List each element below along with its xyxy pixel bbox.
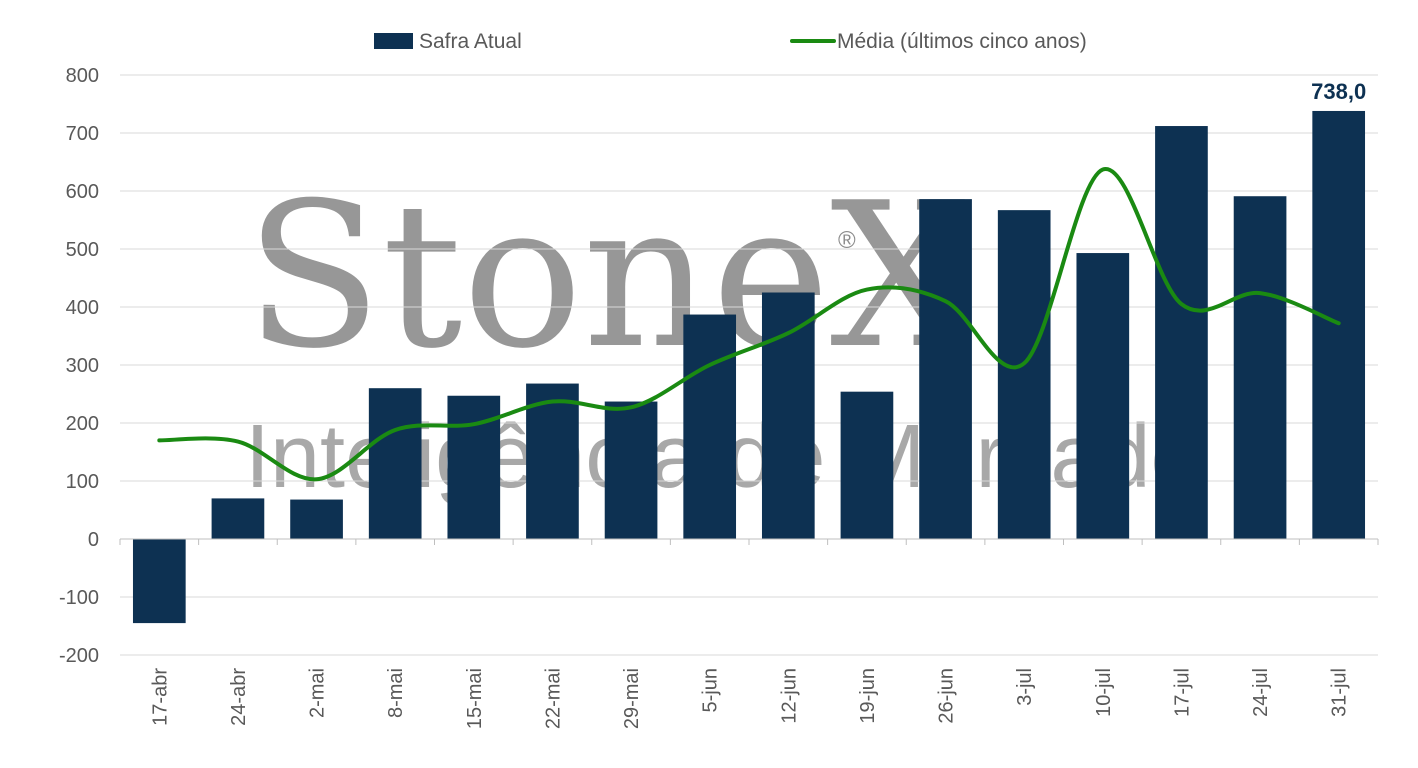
x-tick-label: 29-mai — [621, 668, 643, 729]
bar — [840, 391, 894, 539]
legend: Safra Atual Média (últimos cinco anos) — [374, 30, 1087, 53]
x-axis-tickmarks — [119, 539, 1379, 545]
bar — [526, 383, 579, 539]
bar — [761, 292, 815, 539]
x-tick-label: 22-mai — [542, 668, 564, 729]
x-axis-ticks: 17-abr 24-abr 2-mai 8-mai 15-mai 22-mai 29-mai… — [149, 668, 1350, 729]
y-tick-label: -100 — [59, 587, 99, 609]
y-tick-label: 500 — [66, 239, 99, 261]
x-tick-label: 10-jul — [1093, 668, 1115, 717]
bar — [1076, 253, 1130, 539]
x-tick-label: 24-jul — [1250, 668, 1272, 717]
bar — [997, 210, 1051, 539]
bar — [919, 199, 972, 539]
x-tick-label: 2-mai — [307, 668, 329, 718]
bar-series — [132, 110, 1366, 624]
watermark-registered: ® — [838, 227, 856, 254]
bar — [604, 401, 658, 539]
legend-label-bar: Safra Atual — [419, 30, 522, 53]
y-tick-label: 400 — [66, 297, 99, 319]
y-tick-label: 0 — [88, 529, 99, 551]
x-tick-label: 3-jul — [1014, 668, 1036, 706]
x-tick-label: 17-abr — [149, 668, 171, 726]
data-label: 738,0 — [1311, 79, 1366, 104]
watermark-brand: StoneX — [245, 160, 972, 393]
y-tick-label: 800 — [66, 65, 99, 87]
x-tick-label: 5-jun — [700, 668, 722, 712]
y-tick-label: 200 — [66, 413, 99, 435]
y-tick-label: 700 — [66, 123, 99, 145]
bar — [368, 388, 422, 539]
x-tick-label: 26-jun — [936, 668, 958, 724]
bar — [683, 314, 737, 539]
bar — [132, 539, 186, 624]
bar — [1233, 196, 1287, 539]
y-axis-ticks: -200 -100 0 100 200 300 400 500 600 700 800 — [59, 65, 99, 667]
bar — [211, 498, 265, 539]
bar — [290, 499, 343, 539]
legend-label-line: Média (últimos cinco anos) — [837, 30, 1087, 53]
y-tick-label: 300 — [66, 355, 99, 377]
x-tick-label: 12-jun — [778, 668, 800, 724]
x-tick-label: 15-mai — [464, 668, 486, 729]
y-tick-label: 100 — [66, 471, 99, 493]
x-tick-label: 31-jul — [1329, 668, 1351, 717]
average-line — [157, 167, 1341, 482]
bar — [1155, 126, 1208, 539]
x-tick-label: 19-jun — [857, 668, 879, 724]
y-tick-label: -200 — [59, 645, 99, 667]
y-tick-label: 600 — [66, 181, 99, 203]
x-tick-label: 8-mai — [385, 668, 407, 718]
data-labels: 738,0 — [1311, 79, 1366, 104]
legend-bar-swatch — [374, 33, 413, 49]
x-tick-label: 17-jul — [1171, 668, 1193, 717]
x-tick-label: 24-abr — [228, 668, 250, 726]
